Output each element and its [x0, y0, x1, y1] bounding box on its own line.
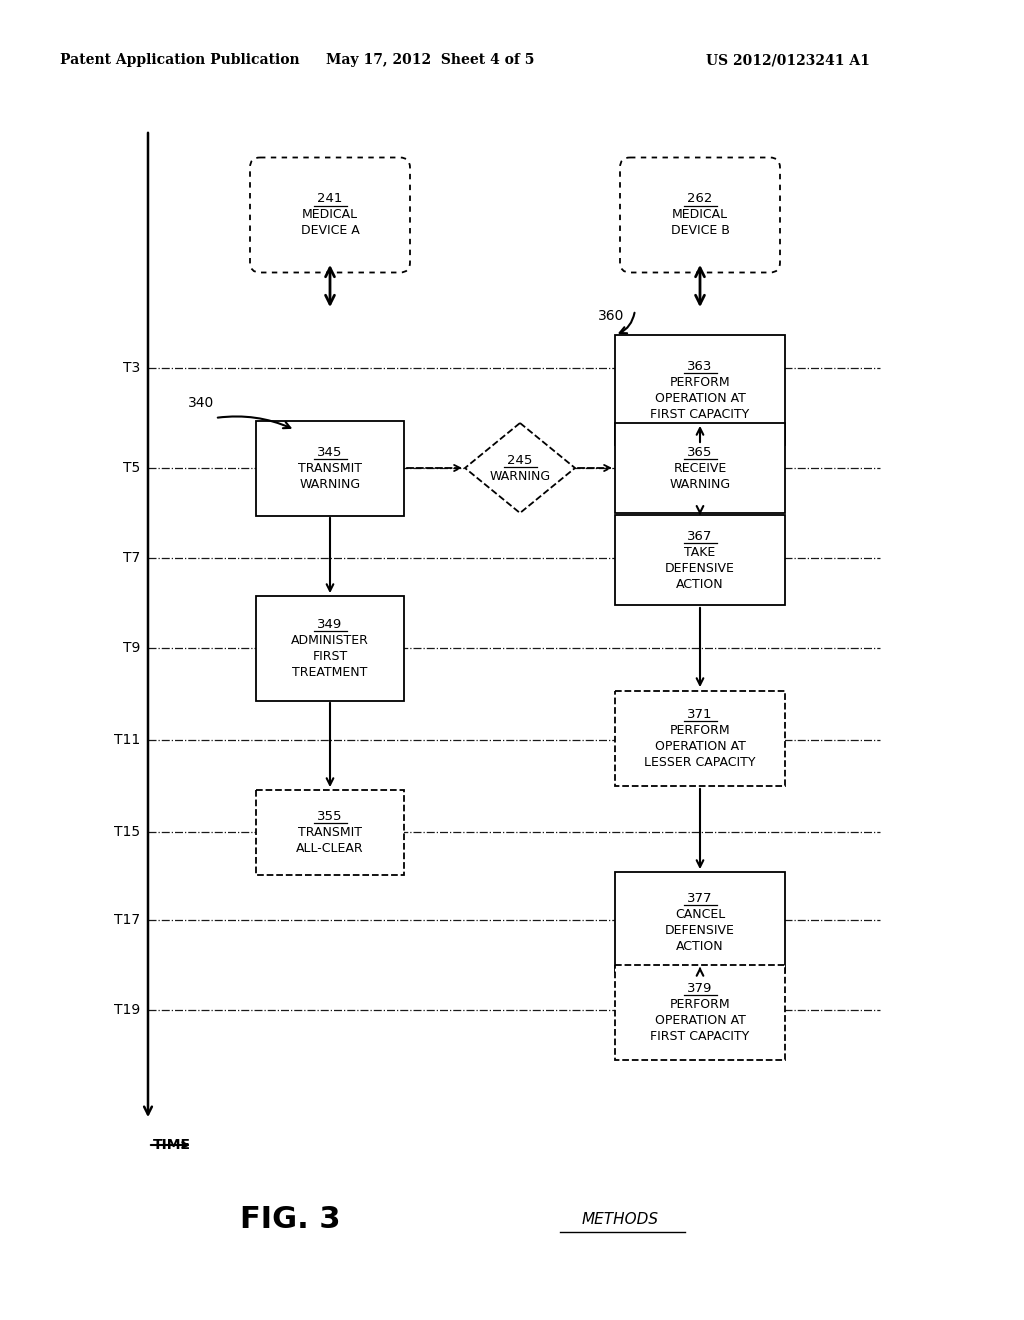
- Text: 355: 355: [317, 809, 343, 822]
- FancyBboxPatch shape: [615, 965, 785, 1060]
- Text: DEFENSIVE: DEFENSIVE: [665, 924, 735, 936]
- Text: US 2012/0123241 A1: US 2012/0123241 A1: [707, 53, 870, 67]
- Text: TRANSMIT: TRANSMIT: [298, 462, 362, 474]
- Text: TAKE: TAKE: [684, 545, 716, 558]
- FancyBboxPatch shape: [256, 595, 404, 701]
- Text: 262: 262: [687, 193, 713, 206]
- Text: WARNING: WARNING: [299, 478, 360, 491]
- FancyBboxPatch shape: [615, 873, 785, 972]
- Text: TREATMENT: TREATMENT: [292, 665, 368, 678]
- FancyBboxPatch shape: [256, 421, 404, 516]
- Text: METHODS: METHODS: [582, 1213, 658, 1228]
- Text: PERFORM: PERFORM: [670, 998, 730, 1011]
- Text: T17: T17: [114, 913, 140, 927]
- Text: Patent Application Publication: Patent Application Publication: [60, 53, 300, 67]
- Text: 367: 367: [687, 529, 713, 543]
- Text: 371: 371: [687, 708, 713, 721]
- Text: OPERATION AT: OPERATION AT: [654, 1014, 745, 1027]
- Text: 379: 379: [687, 982, 713, 994]
- Text: T7: T7: [123, 550, 140, 565]
- FancyBboxPatch shape: [615, 335, 785, 445]
- FancyBboxPatch shape: [250, 157, 410, 272]
- Text: ADMINISTER: ADMINISTER: [291, 634, 369, 647]
- Text: MEDICAL: MEDICAL: [672, 209, 728, 222]
- Text: FIRST: FIRST: [312, 649, 347, 663]
- Text: May 17, 2012  Sheet 4 of 5: May 17, 2012 Sheet 4 of 5: [326, 53, 535, 67]
- Text: WARNING: WARNING: [489, 470, 551, 483]
- Text: FIRST CAPACITY: FIRST CAPACITY: [650, 408, 750, 421]
- Text: T11: T11: [114, 733, 140, 747]
- Polygon shape: [465, 422, 575, 513]
- Text: 349: 349: [317, 618, 343, 631]
- Text: 345: 345: [317, 446, 343, 458]
- Text: T15: T15: [114, 825, 140, 840]
- Text: MEDICAL: MEDICAL: [302, 209, 358, 222]
- Text: OPERATION AT: OPERATION AT: [654, 739, 745, 752]
- FancyBboxPatch shape: [615, 515, 785, 605]
- Text: ACTION: ACTION: [676, 940, 724, 953]
- Text: ACTION: ACTION: [676, 578, 724, 590]
- Text: 363: 363: [687, 359, 713, 372]
- Text: 340: 340: [188, 396, 214, 411]
- Text: T3: T3: [123, 360, 140, 375]
- Text: T9: T9: [123, 642, 140, 655]
- Text: 360: 360: [598, 309, 625, 323]
- Text: CANCEL: CANCEL: [675, 908, 725, 920]
- Text: WARNING: WARNING: [670, 478, 730, 491]
- Text: PERFORM: PERFORM: [670, 375, 730, 388]
- Text: TRANSMIT: TRANSMIT: [298, 825, 362, 838]
- Text: FIG. 3: FIG. 3: [240, 1205, 340, 1234]
- Text: 241: 241: [317, 193, 343, 206]
- Text: LESSER CAPACITY: LESSER CAPACITY: [644, 755, 756, 768]
- FancyBboxPatch shape: [615, 690, 785, 785]
- Text: TIME: TIME: [153, 1138, 191, 1152]
- Text: T5: T5: [123, 461, 140, 475]
- FancyBboxPatch shape: [615, 422, 785, 513]
- Text: 245: 245: [507, 454, 532, 466]
- Text: OPERATION AT: OPERATION AT: [654, 392, 745, 404]
- Text: PERFORM: PERFORM: [670, 723, 730, 737]
- Text: FIRST CAPACITY: FIRST CAPACITY: [650, 1030, 750, 1043]
- Text: DEFENSIVE: DEFENSIVE: [665, 561, 735, 574]
- Text: 377: 377: [687, 891, 713, 904]
- Text: ALL-CLEAR: ALL-CLEAR: [296, 842, 364, 854]
- FancyBboxPatch shape: [620, 157, 780, 272]
- FancyBboxPatch shape: [256, 789, 404, 874]
- Text: T19: T19: [114, 1003, 140, 1016]
- Text: 365: 365: [687, 446, 713, 458]
- Text: RECEIVE: RECEIVE: [674, 462, 727, 474]
- Text: DEVICE B: DEVICE B: [671, 224, 729, 238]
- Text: DEVICE A: DEVICE A: [301, 224, 359, 238]
